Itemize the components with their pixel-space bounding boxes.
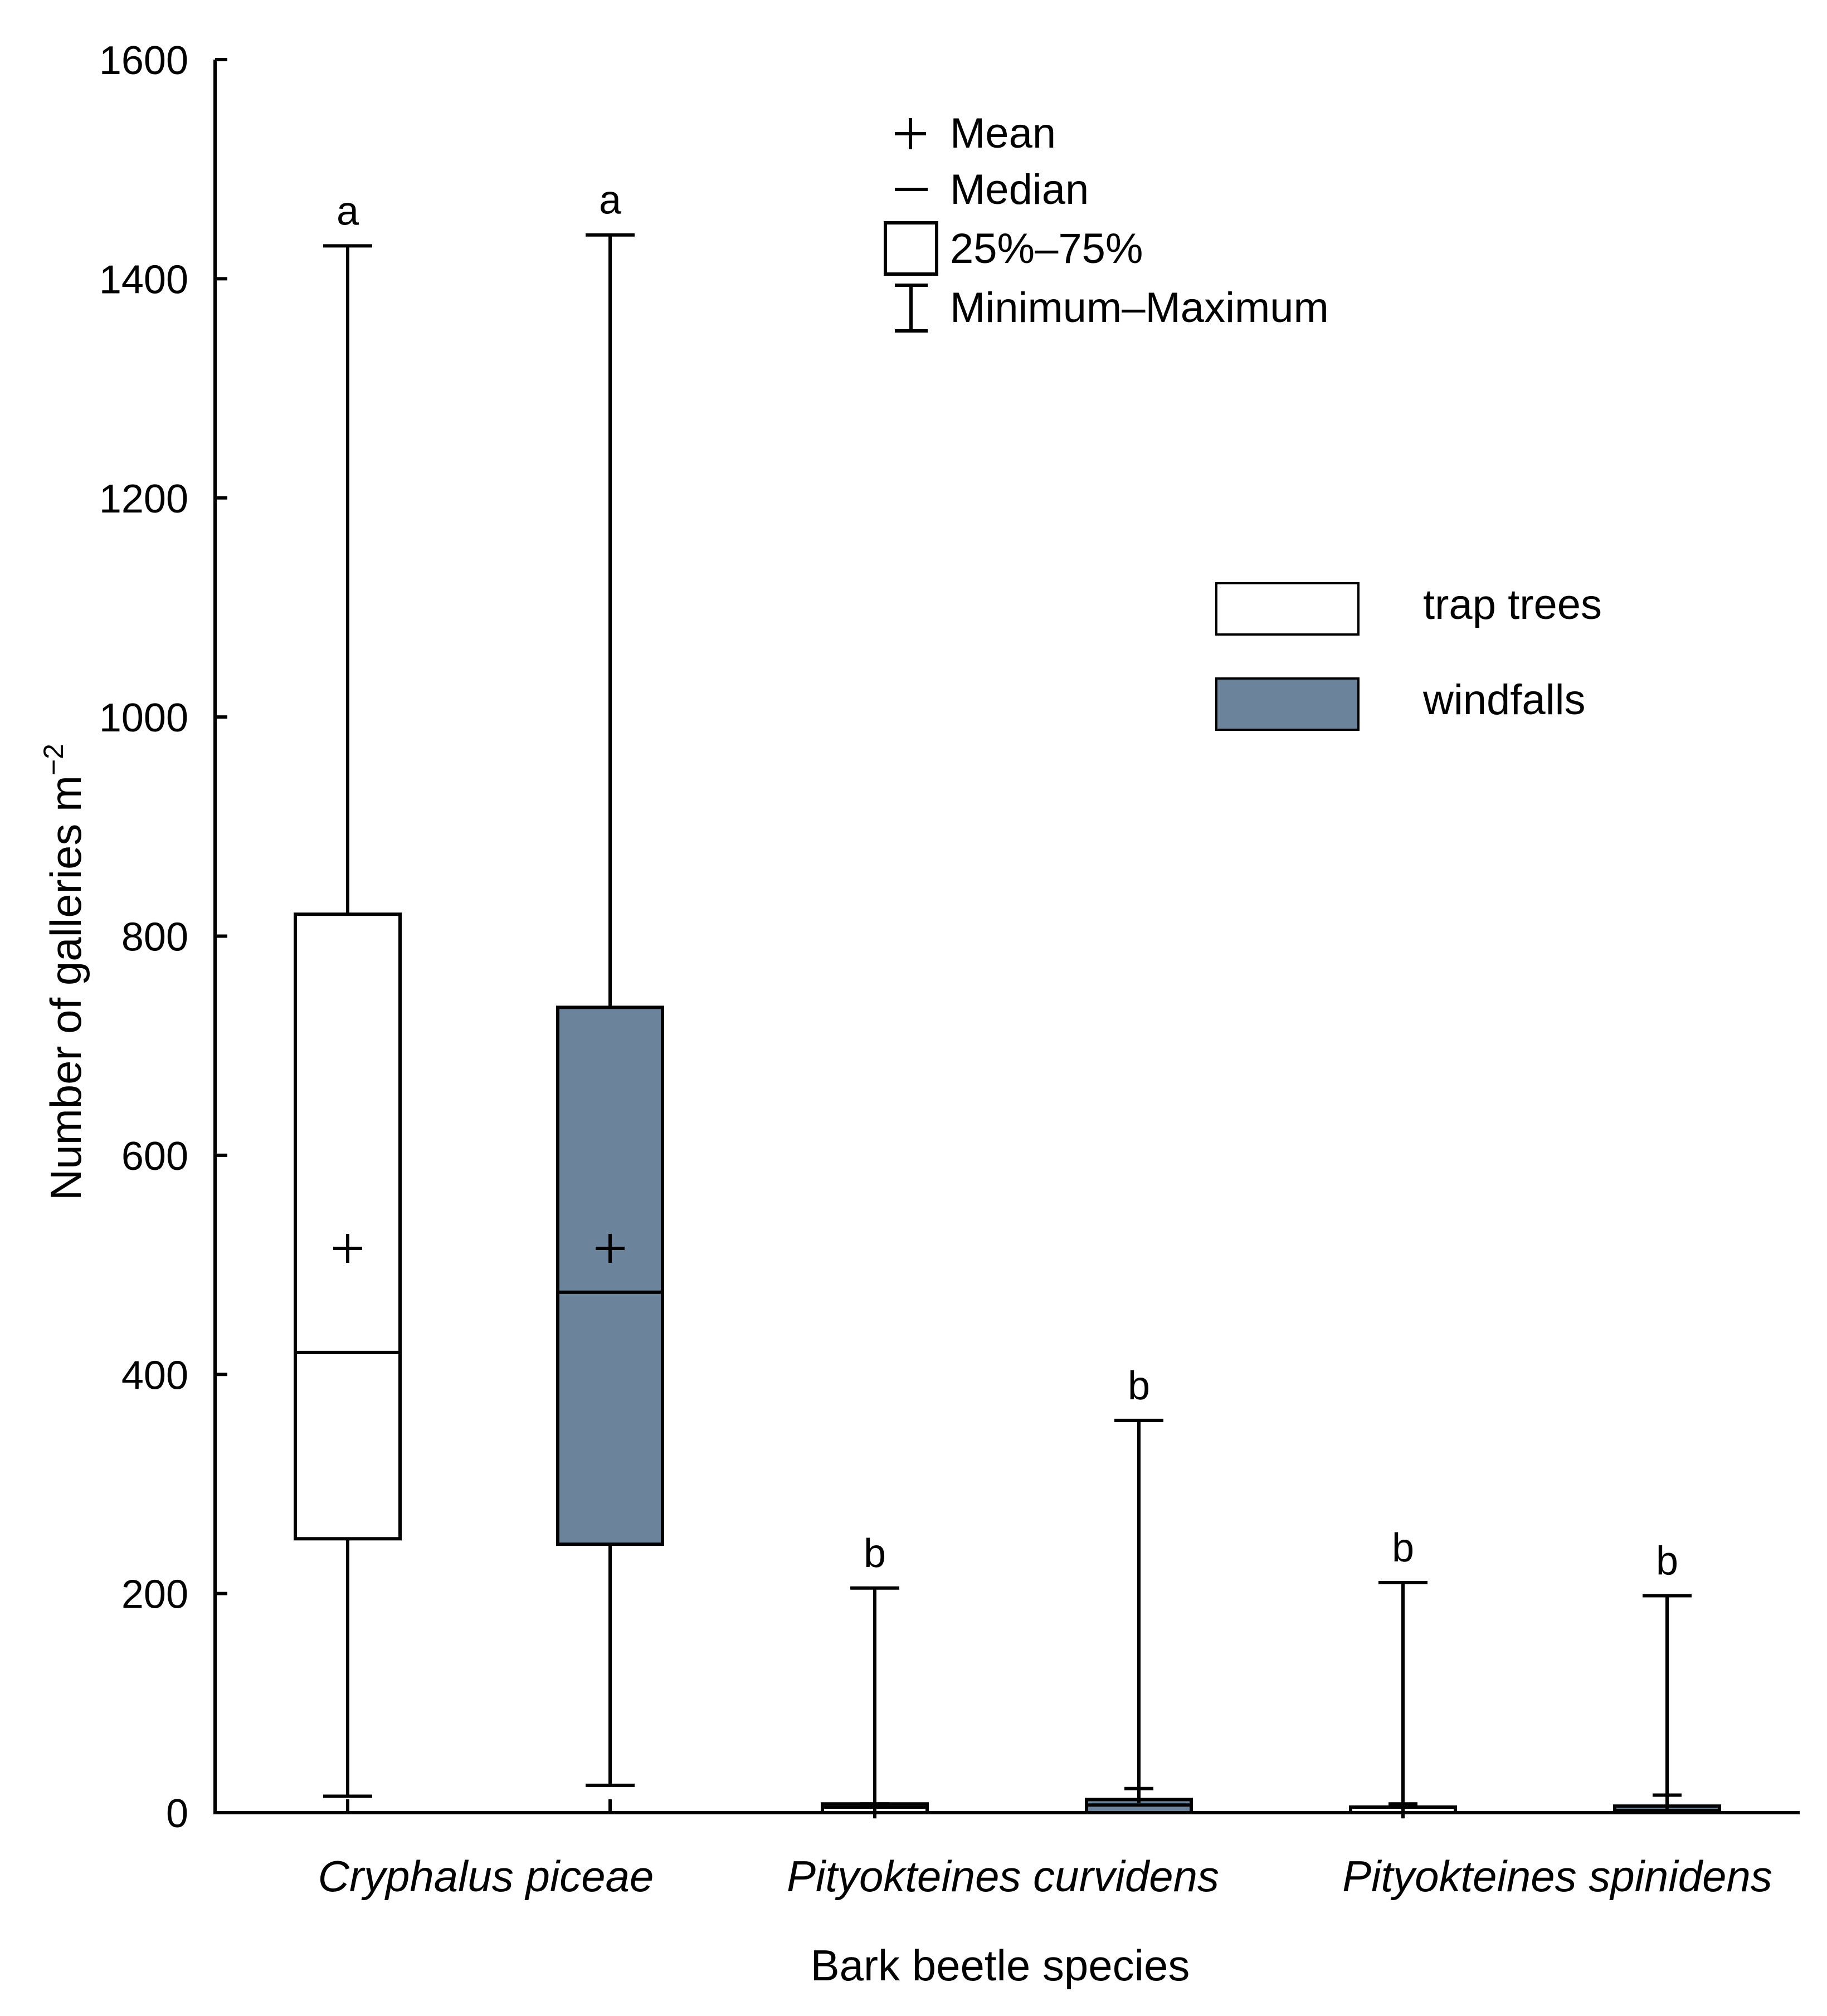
box-trap-trees-0: a (294, 189, 402, 1798)
series-legend: trap trees windfalls (1215, 581, 1602, 731)
box-windfalls-3: b (1085, 1364, 1193, 1814)
group-letter: a (337, 189, 359, 233)
category-label: Pityokteines curvidens (787, 1852, 1219, 1901)
iqr-box (556, 1005, 664, 1546)
y-tick-label: 1000 (99, 696, 188, 740)
y-ticks: 0 200 400 600 800 1000 1200 1400 1600 (99, 38, 227, 1836)
x-ticks: Cryphalus piceae Pityokteines curvidens Pi… (318, 1799, 1772, 1901)
box-trap-trees-2: b (821, 1531, 929, 1819)
legend-label-windfalls: windfalls (1422, 676, 1585, 724)
y-tick-label: 800 (121, 915, 188, 960)
legend-mean-icon (895, 118, 926, 149)
legend-swatch-windfalls (1215, 677, 1360, 731)
legend-box-label: 25%–75% (950, 225, 1143, 272)
y-axis-title-main: Number of galleries m (41, 775, 90, 1200)
y-axis-title: Number of galleries m−2 (38, 744, 90, 1200)
legend-whisker-label: Minimum–Maximum (950, 284, 1329, 331)
boxes: a a b b b b (294, 178, 1721, 1819)
category-label: Pityokteines spinidens (1342, 1852, 1772, 1901)
box-windfalls-1: a (556, 178, 664, 1787)
legend-box-icon (884, 221, 938, 276)
y-tick-label: 1200 (99, 477, 188, 521)
y-tick-label: 1600 (99, 38, 188, 83)
group-letter: a (599, 178, 622, 223)
y-tick-label: 1400 (99, 257, 188, 302)
y-tick-label: 600 (121, 1134, 188, 1179)
group-letter: b (1392, 1526, 1414, 1570)
group-letter: b (1128, 1364, 1150, 1408)
group-letter: b (1656, 1539, 1678, 1584)
box-windfalls-5: b (1613, 1539, 1721, 1814)
y-tick-label: 400 (121, 1353, 188, 1398)
iqr-box (294, 912, 402, 1541)
y-tick-label: 0 (166, 1792, 188, 1836)
legend-whisker-icon (895, 284, 928, 333)
group-letter: b (864, 1531, 886, 1576)
legend-swatch-trap-trees (1215, 582, 1360, 636)
x-axis-title: Bark beetle species (811, 1941, 1190, 1990)
y-axis-title-superscript: −2 (38, 744, 69, 775)
symbol-legend: Mean Median 25%–75% Minimum–Maximum (884, 110, 1329, 333)
box-trap-trees-4: b (1349, 1526, 1457, 1819)
y-tick-label: 200 (121, 1573, 188, 1617)
category-label: Cryphalus piceae (318, 1852, 654, 1901)
legend-label-trap-trees: trap trees (1423, 581, 1602, 628)
legend-median-label: Median (950, 166, 1089, 213)
legend-mean-label: Mean (950, 110, 1056, 157)
